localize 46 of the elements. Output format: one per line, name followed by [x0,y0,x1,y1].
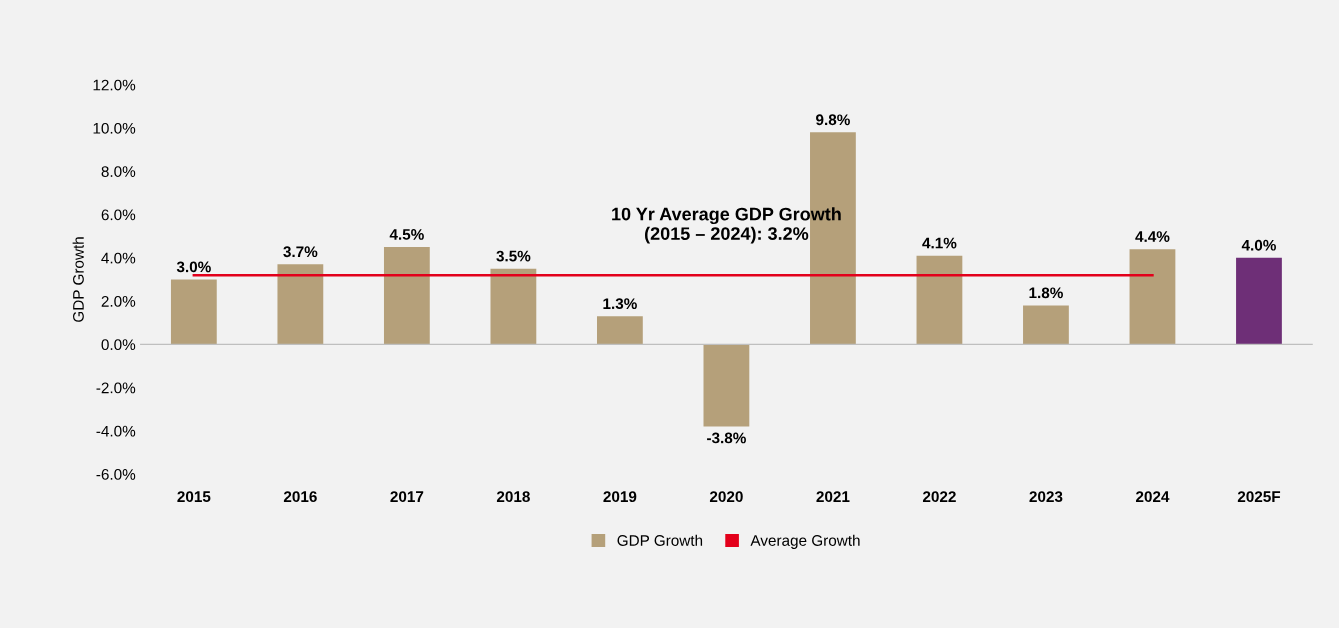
y-tick-label: 8.0% [101,166,136,177]
legend-label: GDP Growth [617,534,703,546]
bar [703,344,750,427]
bar [1236,257,1282,345]
x-tick-label: 2024 [1135,491,1170,503]
y-tick-label: -6.0% [96,469,136,480]
bar [597,316,643,345]
y-tick-label: 2.0% [101,295,136,307]
data-label: 4.4% [1135,231,1170,242]
y-tick-label: 10.0% [93,122,136,134]
data-label: -3.8% [707,432,746,444]
y-tick-label: -4.0% [96,425,136,437]
y-tick-label: -2.0% [96,382,136,394]
y-tick-label: 12.0% [93,79,136,91]
x-tick-label: 2018 [496,491,530,503]
x-tick-label: 2019 [603,491,637,503]
bar [1023,305,1069,345]
bar [383,247,430,345]
bar [1129,249,1176,345]
x-tick-label: 2015 [177,491,211,503]
x-tick-label: 2025F [1237,491,1281,503]
legend-label: Average Growth [750,534,860,549]
bar [277,264,324,345]
data-label: 3.5% [496,250,531,262]
data-label: 4.0% [1241,239,1276,251]
data-label: 3.0% [176,261,211,273]
data-label: 3.7% [283,246,318,258]
x-tick-label: 2020 [709,491,743,503]
bar [916,255,963,345]
data-label: 4.5% [389,229,424,240]
annotation: 10 Yr Average GDP Growth (2015 – 2024): 3.2% [612,207,841,244]
y-tick-label: 6.0% [101,209,136,221]
data-label: 1.3% [603,298,637,310]
y-tick-label: 0.0% [101,339,136,351]
x-tick-label: 2022 [922,491,956,503]
x-tick-label: 2023 [1029,491,1063,503]
x-tick-label: 2017 [390,491,424,503]
y-tick-label: 4.0% [101,252,136,264]
data-label: 9.8% [816,114,850,126]
x-tick-label: 2021 [816,491,850,503]
x-tick-label: 2016 [283,491,317,503]
bar [170,279,217,345]
data-label: 1.8% [1029,287,1063,299]
bar [490,268,537,345]
y-axis-title: GDP Growth [72,237,84,322]
data-label: 4.1% [922,237,957,249]
